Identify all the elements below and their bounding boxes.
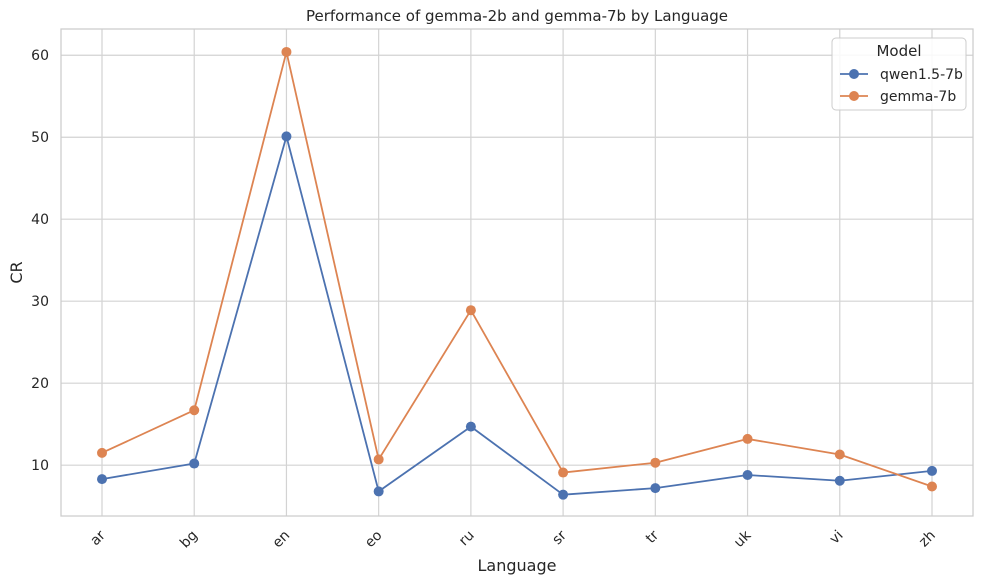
y-tick-label: 30	[31, 294, 49, 310]
data-point	[189, 458, 200, 469]
data-point	[558, 489, 569, 500]
grid	[61, 29, 973, 516]
data-point	[927, 465, 937, 476]
x-tick-label: en	[270, 528, 294, 552]
plot-frame	[60, 28, 974, 517]
data-point	[742, 470, 753, 481]
data-point	[465, 305, 476, 316]
data-point	[742, 433, 753, 444]
x-tick-labels: ar bg en eo ru sr tr uk vi zh	[87, 527, 938, 552]
x-axis-title: Language	[478, 556, 557, 575]
legend-item: gemma-7b	[840, 89, 956, 105]
y-tick-label: 10	[31, 458, 49, 474]
legend-label: qwen1.5-7b	[880, 67, 963, 83]
data-point	[650, 483, 661, 494]
data-point	[373, 486, 384, 497]
legend-swatch-marker	[849, 69, 859, 79]
x-tick-label: vi	[827, 528, 847, 548]
data-point	[834, 449, 845, 460]
series-line	[101, 135, 933, 496]
data-point	[558, 467, 569, 478]
x-tick-label: ru	[456, 528, 478, 550]
legend-title: Model	[876, 42, 921, 60]
legend-box	[831, 37, 967, 111]
data-point	[281, 46, 292, 57]
legend-item: qwen1.5-7b	[840, 67, 963, 83]
y-axis-title: CR	[7, 261, 26, 283]
data-point	[281, 131, 292, 142]
x-tick-label: uk	[731, 527, 755, 551]
series-line	[101, 51, 933, 488]
legend: Model qwen1.5-7b gemma-7b	[831, 37, 967, 111]
legend-items: qwen1.5-7b gemma-7b	[840, 67, 963, 105]
y-tick-labels: 10 20 30 40 50 60	[31, 48, 49, 474]
x-tick-label: eo	[362, 528, 385, 551]
y-tick-label: 50	[31, 130, 49, 146]
x-tick-label: ar	[87, 527, 109, 549]
data-point	[97, 447, 107, 458]
data-point	[373, 454, 384, 465]
x-tick-label: bg	[177, 528, 201, 552]
chart-title: Performance of gemma-2b and gemma-7b by …	[306, 7, 728, 25]
x-tick-label: sr	[549, 527, 570, 548]
series-group	[97, 46, 937, 500]
legend-label: gemma-7b	[880, 89, 956, 105]
data-point	[97, 474, 107, 485]
data-point	[650, 457, 661, 468]
x-tick-label: zh	[916, 528, 939, 551]
y-tick-label: 20	[31, 376, 49, 392]
data-point	[834, 475, 845, 486]
data-point	[465, 421, 476, 432]
y-tick-label: 60	[31, 48, 49, 64]
series-qwen1.5-7b	[97, 131, 937, 500]
legend-swatch-marker	[849, 91, 859, 101]
series-gemma-7b	[97, 46, 937, 492]
data-point	[189, 405, 200, 416]
data-point	[927, 481, 937, 492]
x-tick-label: tr	[643, 527, 662, 546]
y-tick-label: 40	[31, 212, 49, 228]
